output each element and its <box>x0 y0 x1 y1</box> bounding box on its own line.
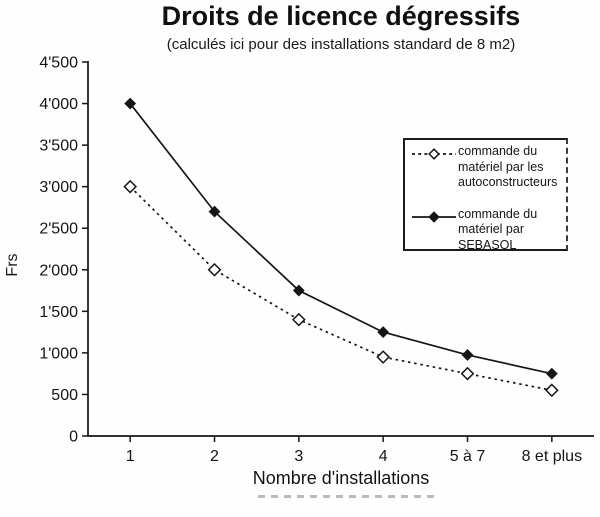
x-tick-label: 2 <box>210 448 219 465</box>
y-tick-label: 500 <box>51 387 78 404</box>
data-point-marker-1 <box>545 367 558 380</box>
x-tick-label: 3 <box>294 448 303 465</box>
x-tick-label: 1 <box>126 448 135 465</box>
scan-artifact-line <box>258 495 440 498</box>
x-tick-label: 8 et plus <box>522 448 582 465</box>
data-point-marker-1 <box>377 326 390 339</box>
y-tick-label: 3'500 <box>39 138 78 155</box>
legend-marker-diamond <box>428 148 440 160</box>
y-tick-label: 0 <box>69 429 78 446</box>
series-line-1 <box>129 103 553 375</box>
y-tick-label: 3'000 <box>39 179 78 196</box>
data-point-marker-0 <box>291 312 306 327</box>
data-point-marker-0 <box>460 366 475 381</box>
data-point-marker-0 <box>207 262 222 277</box>
data-point-marker-1 <box>208 205 221 218</box>
data-point-marker-1 <box>461 349 474 361</box>
y-tick-label: 1'500 <box>39 304 78 321</box>
chart-subtitle: (calculés ici pour des installations sta… <box>166 36 516 53</box>
y-tick-label: 2'500 <box>39 221 78 238</box>
data-point-marker-1 <box>124 97 137 110</box>
chart-title: Droits de licence dégressifs <box>161 1 521 31</box>
data-point-marker-0 <box>544 383 559 398</box>
data-point-marker-1 <box>292 284 305 297</box>
y-tick-label: 4'500 <box>39 55 78 72</box>
x-tick-label: 4 <box>379 448 388 465</box>
legend-label-sebasol: commande du matériel par SEBASOL <box>458 206 538 252</box>
y-tick-label: 4'000 <box>39 96 78 113</box>
x-tick-label: 5 à 7 <box>450 448 486 465</box>
legend-item-sebasol: commande du matériel par SEBASOL <box>412 207 563 254</box>
dotted-open-diamond-marker-icon <box>412 148 456 160</box>
data-point-marker-0 <box>376 350 391 364</box>
legend-item-autoconstructeurs: commande du matériel par les autoconstru… <box>412 144 563 191</box>
y-tick-label: 2'000 <box>39 262 78 279</box>
data-point-marker-0 <box>123 179 138 194</box>
solid-filled-diamond-marker-icon <box>412 210 456 223</box>
legend: commande du matériel par les autoconstru… <box>403 138 568 254</box>
legend-label-autoconstructeurs: commande du matériel par les autoconstru… <box>458 144 558 189</box>
y-tick-label: 1'000 <box>39 345 78 362</box>
legend-marker-diamond <box>428 210 440 223</box>
x-axis-title: Nombre d'installations <box>252 468 430 488</box>
